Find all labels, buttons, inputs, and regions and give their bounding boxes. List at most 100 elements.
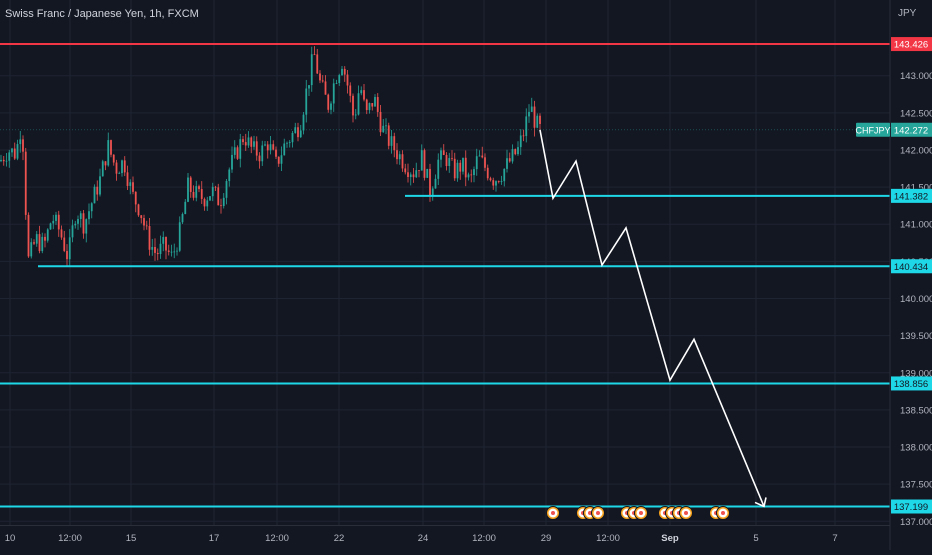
y-tick-label: 138.500 <box>900 405 932 416</box>
candle-body <box>396 150 398 160</box>
candle-body <box>129 182 132 186</box>
candle-body <box>415 170 418 178</box>
candle-body <box>310 54 313 86</box>
candle-body <box>456 162 459 179</box>
candle-body <box>250 137 253 147</box>
candle-body <box>239 139 242 159</box>
candle-body <box>71 225 74 238</box>
candle-body <box>500 181 503 182</box>
candle-body <box>35 234 38 244</box>
candle-body <box>462 157 464 172</box>
candle-body <box>178 222 181 251</box>
x-tick-label: 10 <box>5 533 16 544</box>
time-axis[interactable]: 10 12:00 15 17 12:00 22 24 12:00 29 12:00 Sep 5 7 <box>0 525 890 545</box>
candle-body <box>220 205 222 207</box>
candle-body <box>489 178 492 181</box>
candle-body <box>346 74 349 86</box>
candle-body <box>363 90 365 100</box>
candle-body <box>360 90 363 94</box>
candle-body <box>165 237 167 251</box>
event-marker-dot <box>588 511 592 515</box>
projection-path[interactable] <box>539 129 767 508</box>
candle-body <box>453 158 456 179</box>
candle-body <box>184 201 187 215</box>
candle-body <box>140 215 143 219</box>
candle-body <box>66 250 68 260</box>
candle-body <box>236 147 239 159</box>
candle-body <box>123 160 126 173</box>
candle-body <box>420 150 423 171</box>
candle-body <box>231 154 233 170</box>
candle-body <box>225 181 228 198</box>
candle-body <box>437 159 440 179</box>
candle-body <box>341 68 343 76</box>
candle-body <box>533 106 536 128</box>
candle-body <box>269 144 272 151</box>
candle-body <box>107 140 110 166</box>
candle-body <box>343 68 346 75</box>
candle-body <box>49 223 52 230</box>
symbol-badge-label: CHFJPY <box>855 125 890 135</box>
x-tick-label: 12:00 <box>472 533 496 544</box>
candle-body <box>82 213 85 234</box>
candle-body <box>349 85 352 96</box>
candle-body <box>121 160 123 174</box>
x-tick-label: 5 <box>753 533 758 544</box>
level-badge <box>891 37 932 52</box>
symbol-badge <box>856 122 890 137</box>
horizontal-levels[interactable] <box>0 43 890 508</box>
candle-body <box>60 229 63 238</box>
candle-body <box>525 116 528 136</box>
candle-body <box>401 154 404 169</box>
candle-body <box>134 191 137 205</box>
candle-body <box>288 142 291 144</box>
candle-body <box>156 252 159 255</box>
x-tick-label: 29 <box>541 533 552 544</box>
candle-body <box>376 97 379 112</box>
candle-body <box>275 149 277 157</box>
y-tick-label: 142.500 <box>900 108 932 119</box>
candle-body <box>302 114 305 131</box>
candle-body <box>132 182 134 192</box>
candle-body <box>5 160 8 162</box>
candle-body <box>283 143 286 156</box>
candle-body <box>484 157 486 168</box>
candle-body <box>195 186 198 198</box>
candle-body <box>57 214 60 230</box>
x-tick-label: 15 <box>126 533 137 544</box>
x-tick-label: Sep <box>661 533 679 544</box>
event-markers[interactable] <box>546 506 730 520</box>
candle-body <box>181 214 184 223</box>
candle-body <box>393 136 396 151</box>
candle-body <box>110 140 112 155</box>
candle-body <box>96 186 99 195</box>
candle-body <box>327 94 330 110</box>
candle-body <box>30 242 33 257</box>
candle-body <box>357 93 360 115</box>
candle-body <box>519 135 522 148</box>
candle-body <box>192 191 195 198</box>
y-tick-label: 142.000 <box>900 145 932 156</box>
candle-body <box>368 103 371 111</box>
x-tick-label: 17 <box>209 533 220 544</box>
candle-body <box>79 213 82 220</box>
candle-body <box>55 214 57 221</box>
candle-body <box>167 250 170 252</box>
candle-body <box>211 186 214 197</box>
candle-body <box>297 127 299 138</box>
candle-body <box>486 167 489 179</box>
candle-body <box>209 196 211 201</box>
candle-body <box>148 225 151 250</box>
candle-body <box>382 125 385 133</box>
candle-body <box>126 172 129 186</box>
candle-body <box>385 125 387 127</box>
candle-body <box>90 203 93 212</box>
event-marker-dot <box>551 511 555 515</box>
candle-body <box>473 169 475 176</box>
price-axis[interactable]: 143.000142.500142.000141.500141.000140.5… <box>855 0 932 550</box>
candle-body <box>99 176 101 195</box>
candle-body <box>459 162 462 172</box>
candle-body <box>434 178 437 189</box>
